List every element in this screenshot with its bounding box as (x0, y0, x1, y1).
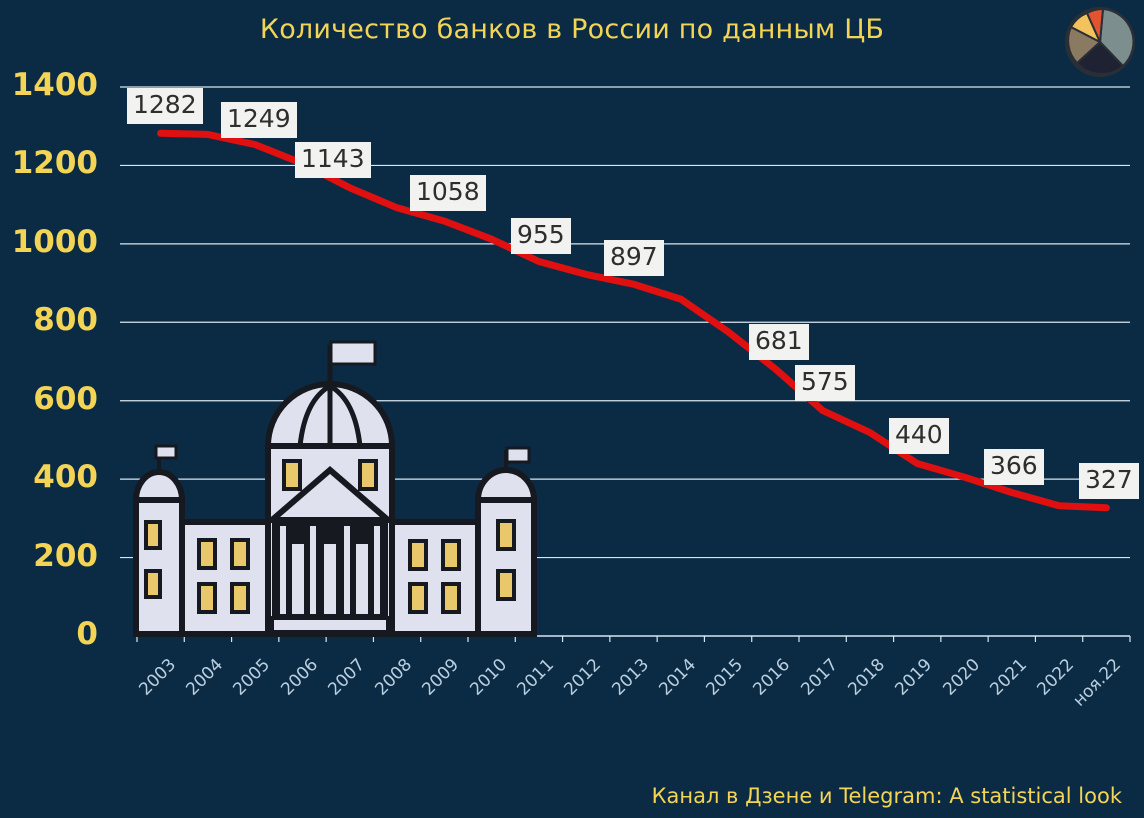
y-tick-label: 800 (33, 302, 98, 339)
data-value-label: 897 (604, 240, 664, 276)
data-value-label: 366 (984, 449, 1044, 485)
y-tick-label: 1200 (11, 145, 98, 182)
data-value-label: 327 (1079, 463, 1139, 499)
government-building-icon (132, 340, 538, 637)
data-value-label: 955 (511, 218, 571, 254)
channel-credit: Канал в Дзене и Telegram: A statistical … (651, 784, 1122, 808)
y-tick-label: 1400 (11, 67, 98, 103)
pie-chart-logo-icon (1065, 7, 1135, 77)
y-tick-label: 0 (76, 616, 98, 652)
data-value-label: 1282 (127, 88, 203, 124)
data-value-label: 440 (889, 418, 949, 454)
chart-title: Количество банков в России по данным ЦБ (259, 14, 885, 45)
y-tick-label: 200 (33, 537, 98, 574)
data-value-label: 1249 (221, 102, 297, 138)
data-value-label: 681 (749, 324, 809, 360)
data-value-label: 1143 (295, 142, 371, 178)
data-value-label: 1058 (410, 175, 486, 211)
y-tick-label: 1000 (11, 223, 98, 260)
data-value-label: 575 (795, 365, 855, 401)
y-tick-label: 600 (33, 380, 98, 417)
y-tick-label: 400 (33, 459, 98, 496)
